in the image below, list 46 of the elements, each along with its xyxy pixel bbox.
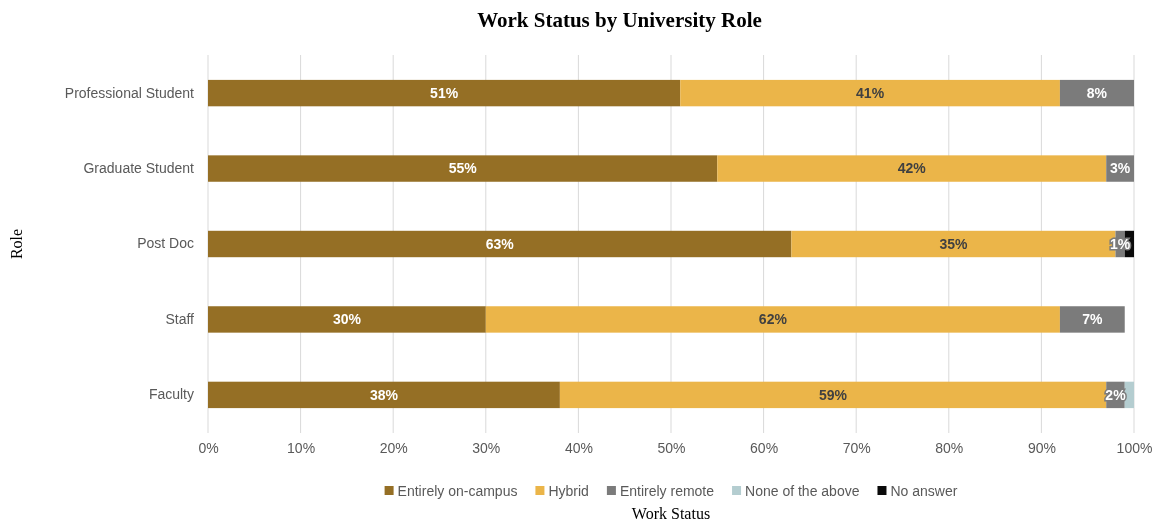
bar [680, 79, 1060, 107]
bar [208, 306, 486, 333]
data-label: 30% [332, 311, 362, 328]
x-tick-label: 30% [472, 439, 501, 456]
x-tick-label: 70% [842, 439, 871, 456]
x-axis-title: Work Status [631, 505, 711, 522]
legend-label: Entirely on-campus [397, 482, 518, 499]
y-tick-label: Graduate Student [83, 160, 195, 177]
bar [208, 381, 560, 409]
legend-label: Entirely remote [619, 482, 715, 499]
data-label: 35% [939, 235, 968, 252]
x-tick-label: 60% [750, 439, 779, 456]
data-label: 3% [1109, 160, 1131, 177]
bar [208, 230, 792, 258]
data-label: 8% [1086, 85, 1108, 101]
x-tick-label: 40% [564, 439, 593, 456]
x-tick-label: 20% [379, 439, 408, 456]
data-label: 55% [448, 160, 478, 177]
x-tick-label: 0% [198, 439, 219, 456]
bar [208, 79, 681, 107]
data-label: 62% [758, 311, 788, 328]
data-label: 51% [430, 85, 459, 101]
y-tick-label: Faculty [148, 386, 194, 403]
data-label: 42% [897, 160, 927, 177]
y-tick-label: Professional Student [64, 84, 195, 101]
data-label: 41% [856, 85, 885, 101]
data-label: 7% [1082, 311, 1103, 328]
bar [559, 381, 1107, 409]
bar [717, 155, 1107, 182]
x-tick-label: 90% [1027, 439, 1056, 456]
x-tick-label: 100% [1116, 439, 1153, 456]
data-label: 38% [369, 386, 399, 403]
legend-label: None of the above [745, 482, 860, 499]
x-tick-label: 80% [935, 439, 964, 456]
data-label: 63% [485, 235, 515, 252]
x-tick-label: 10% [287, 439, 316, 456]
bar [208, 155, 718, 182]
legend-label: No answer [890, 482, 958, 499]
legend-label: Hybrid [548, 482, 589, 499]
y-tick-label: Staff [165, 310, 195, 327]
chart-title: Work Status by University Role [477, 8, 762, 32]
x-tick-label: 50% [657, 439, 686, 456]
y-tick-label: Post Doc [137, 235, 194, 252]
bar [485, 306, 1060, 333]
y-axis-title: Role [8, 228, 25, 260]
data-label: 59% [819, 386, 848, 403]
